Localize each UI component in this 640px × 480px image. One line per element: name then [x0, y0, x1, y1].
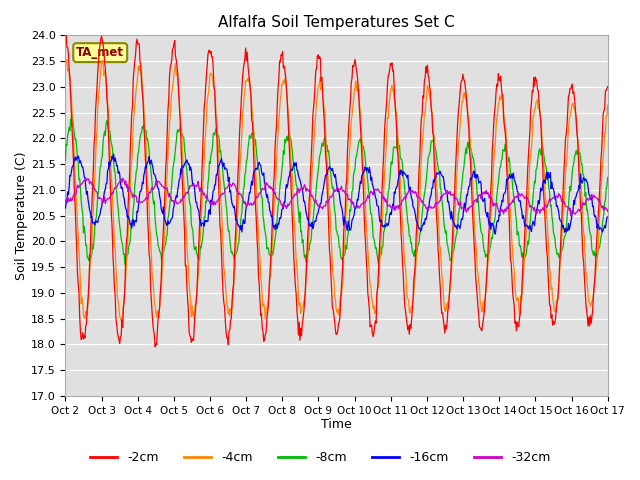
Title: Alfalfa Soil Temperatures Set C: Alfalfa Soil Temperatures Set C — [218, 15, 455, 30]
Legend: -2cm, -4cm, -8cm, -16cm, -32cm: -2cm, -4cm, -8cm, -16cm, -32cm — [84, 446, 556, 469]
X-axis label: Time: Time — [321, 419, 352, 432]
Text: TA_met: TA_met — [76, 46, 124, 59]
Y-axis label: Soil Temperature (C): Soil Temperature (C) — [15, 151, 28, 280]
